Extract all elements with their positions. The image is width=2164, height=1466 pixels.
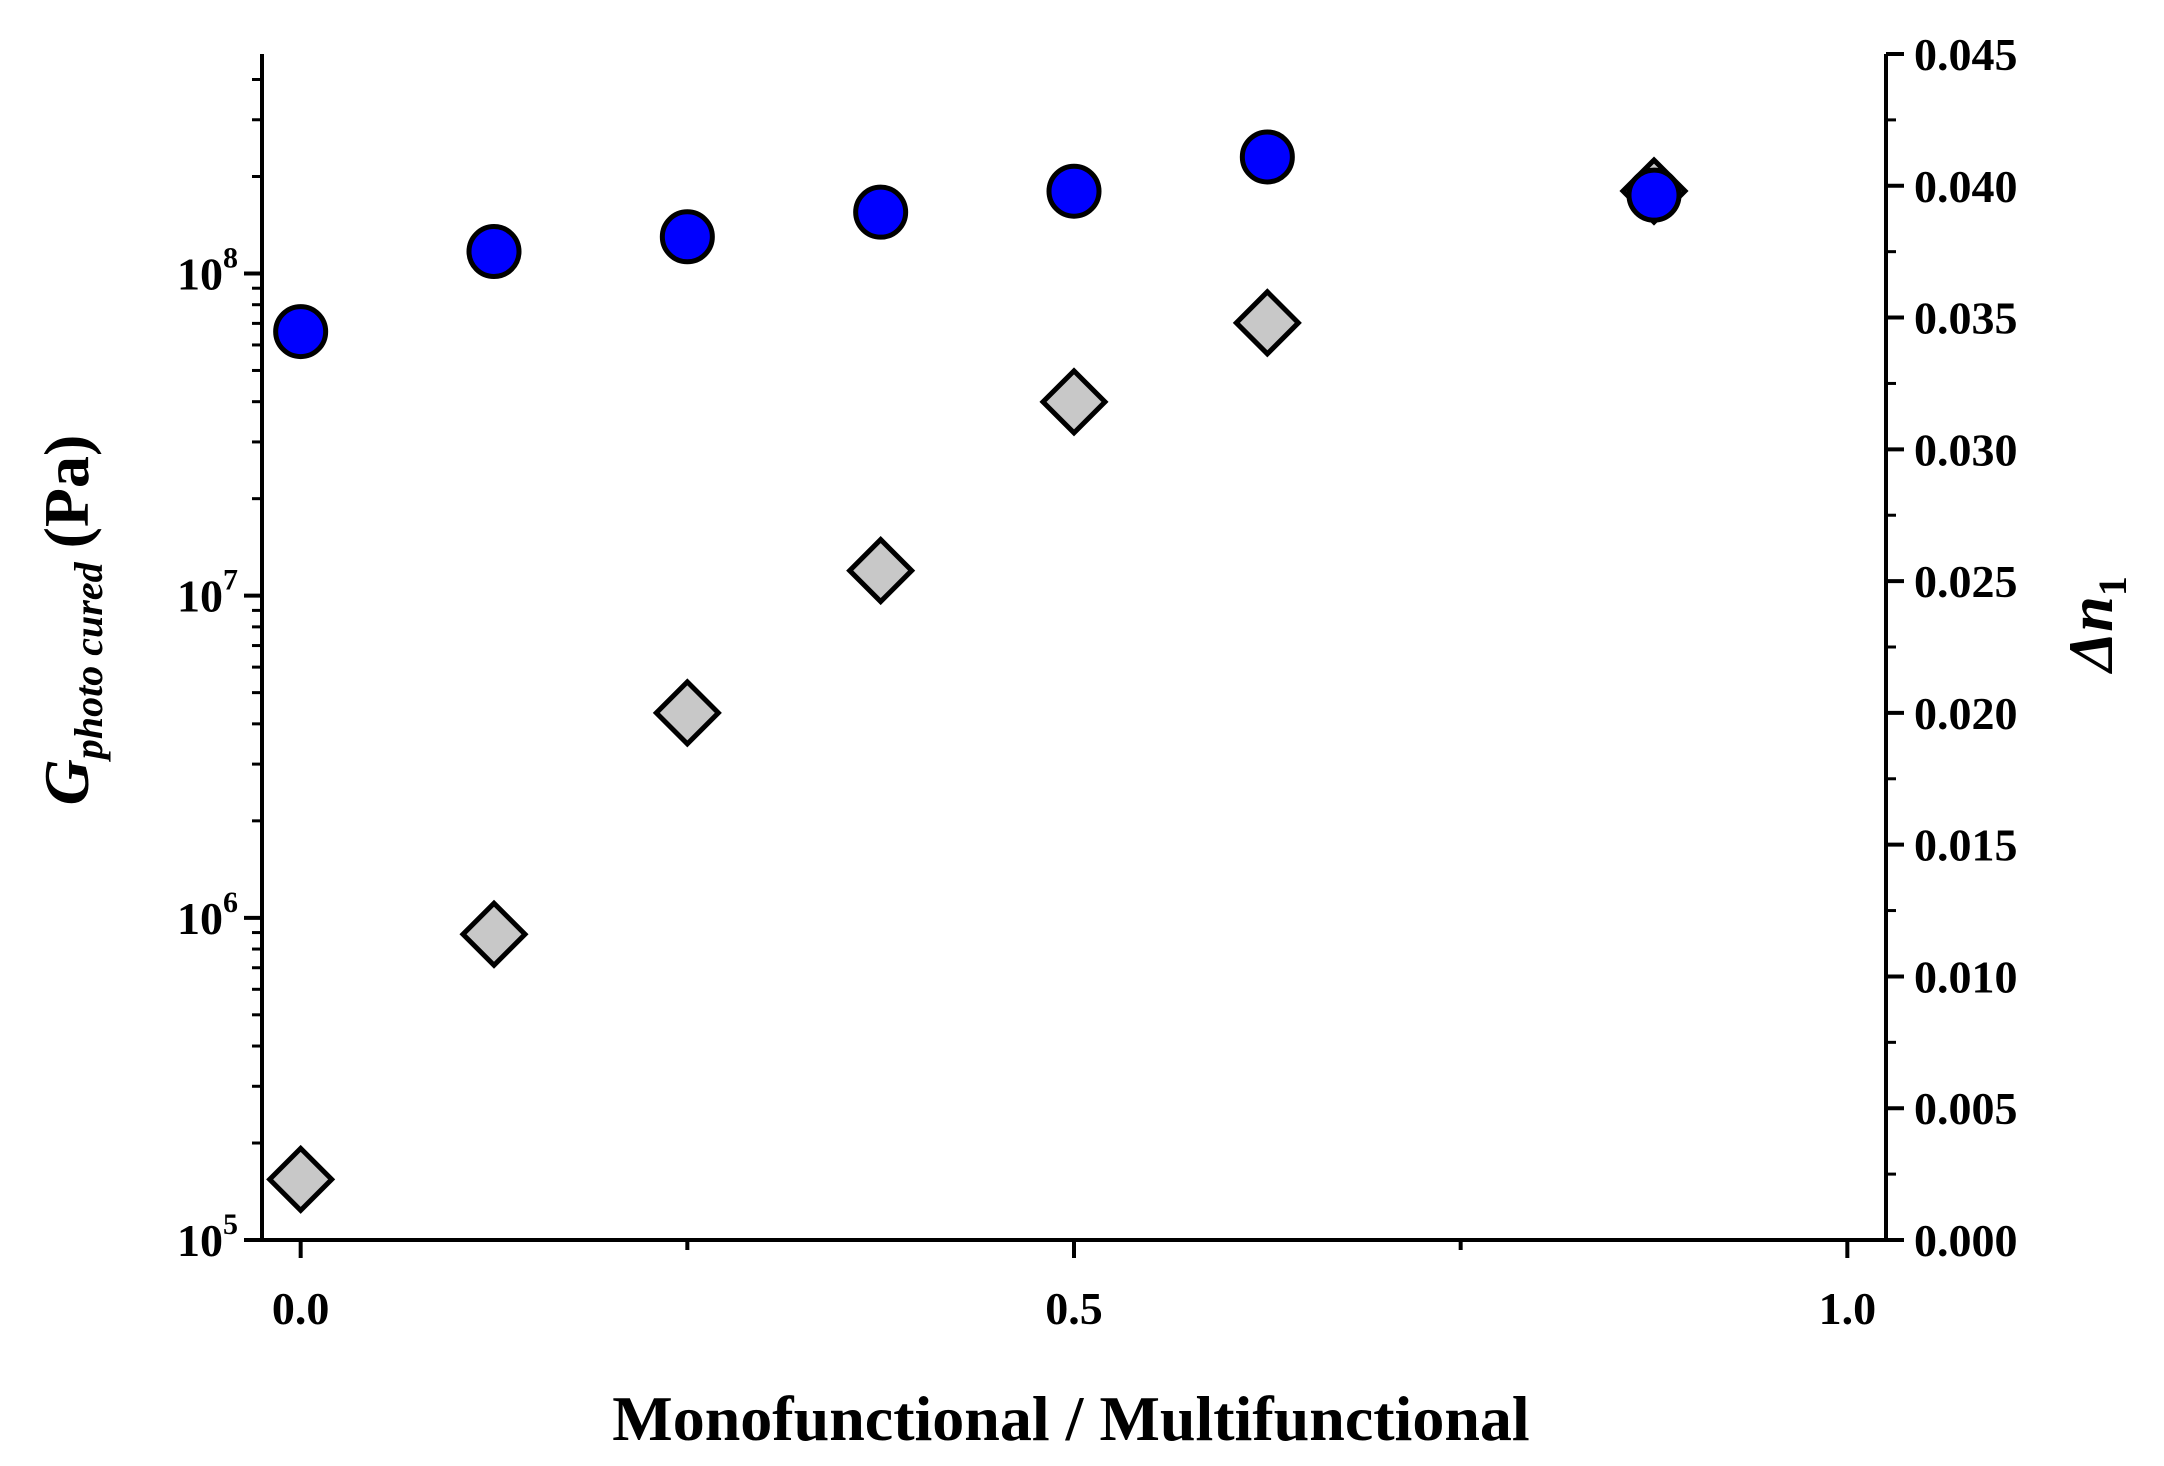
y-right-tick-label: 0.030 (1914, 424, 2018, 475)
data-points (266, 129, 1689, 1214)
y-right-tick-label: 0.045 (1914, 29, 2018, 80)
diamond-point (266, 1144, 336, 1214)
y-right-axis-title: Δn1 (2055, 576, 2135, 675)
y-right-tick-label: 0.035 (1914, 293, 2018, 344)
circle-point (1626, 167, 1682, 223)
y-right-tick-label: 0.020 (1914, 688, 2018, 739)
y-left-tick-exponent: 6 (223, 886, 238, 919)
y-left-tick-exponent: 8 (223, 241, 238, 274)
y-right-tick-label: 0.010 (1914, 951, 2018, 1002)
y-left-tick-base: 10 (177, 571, 223, 622)
y-right-tick-label: 0.005 (1914, 1083, 2018, 1134)
tick-labels: 0.0 0.5 1.01051061071080.0000.0050.0100.01… (177, 29, 2018, 1334)
y-right-tick-label: 0.040 (1914, 161, 2018, 212)
circle-point (1239, 129, 1295, 185)
y-left-title-subscript: photo cured (66, 561, 111, 762)
y-left-tick-exponent: 5 (223, 1208, 238, 1241)
axis-ticks (244, 52, 1904, 1258)
y-right-title-main: Δn (2055, 596, 2126, 675)
y-left-tick-label: 105 (177, 1208, 238, 1266)
y-right-tick-label: 0.000 (1914, 1215, 2018, 1266)
y-right-title-subscript: 1 (2090, 576, 2135, 596)
diamond-point (1232, 288, 1302, 358)
y-left-tick-exponent: 7 (223, 564, 238, 597)
y-left-tick-base: 10 (177, 1215, 223, 1266)
y-left-tick-label: 106 (177, 886, 238, 944)
y-left-tick-label: 107 (177, 564, 238, 622)
circle-point (659, 209, 715, 265)
y-right-tick-label: 0.015 (1914, 820, 2018, 871)
circle-point (853, 184, 909, 240)
y-left-title-main: G (31, 759, 102, 805)
diamond-point (846, 536, 916, 606)
circle-point (466, 224, 522, 280)
diamond-point (652, 678, 722, 748)
y-left-axis-title: Gphoto cured (Pa) (31, 435, 111, 806)
x-tick-label: 1.0 (1819, 1283, 1877, 1334)
diamond-point (1039, 367, 1109, 437)
y-left-tick-label: 108 (177, 241, 238, 299)
x-tick-label: 0.0 (272, 1283, 330, 1334)
x-axis-title: Monofunctional / Multifunctional (612, 1383, 1529, 1454)
y-left-tick-base: 10 (177, 248, 223, 299)
circle-point (1046, 163, 1102, 219)
y-right-tick-label: 0.025 (1914, 556, 2018, 607)
x-tick-label: 0.5 (1045, 1283, 1103, 1334)
diamond-point (459, 899, 529, 969)
y-left-tick-base: 10 (177, 893, 223, 944)
y-left-title-unit: (Pa) (31, 435, 102, 549)
circle-point (273, 304, 329, 360)
